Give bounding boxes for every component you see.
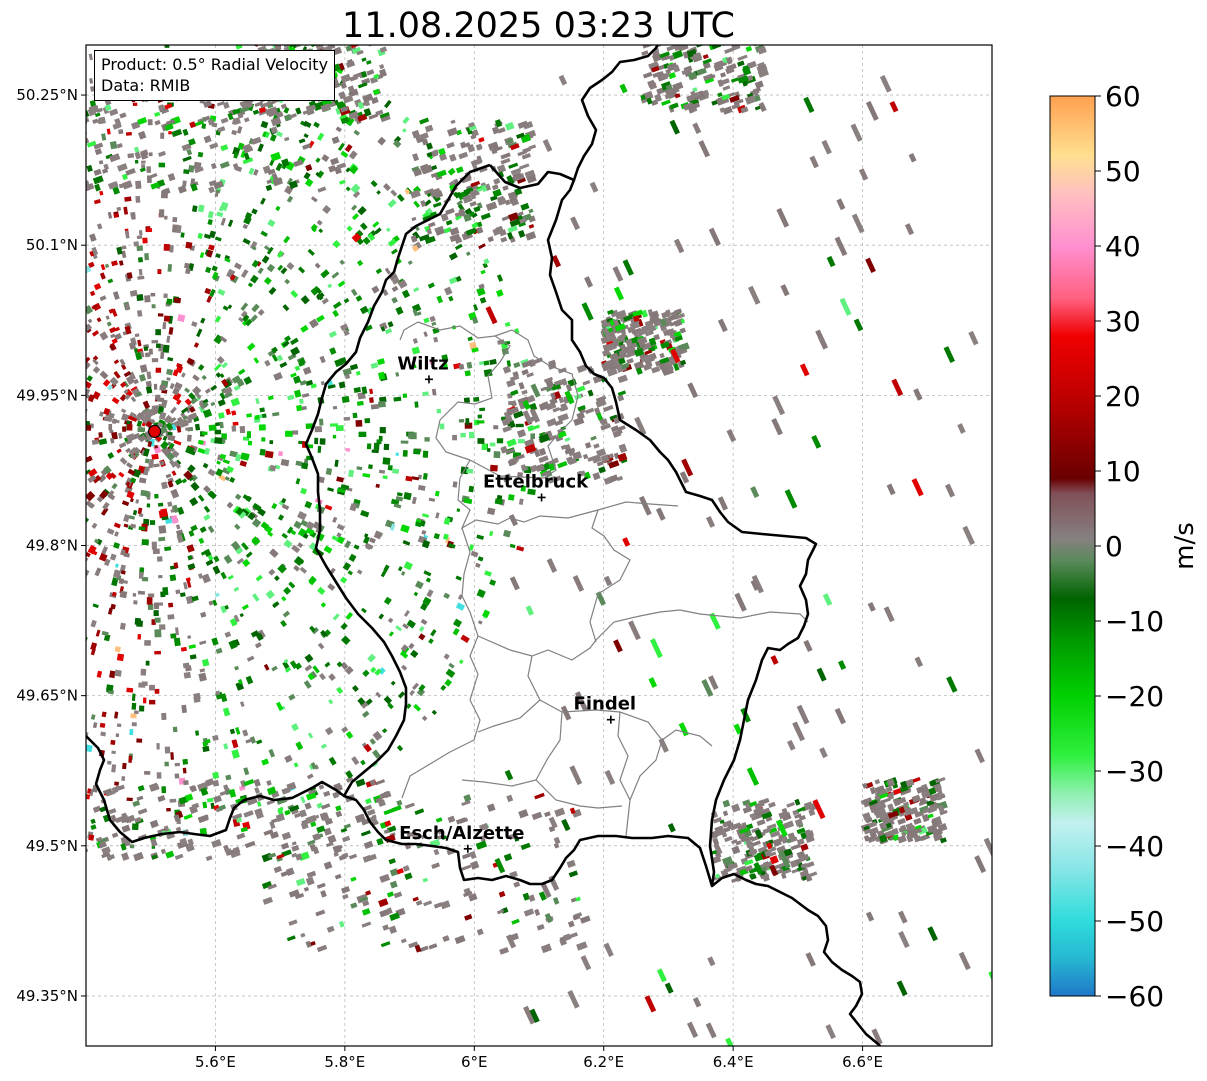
city-marker — [537, 493, 546, 502]
lon-tick-label: 5.6°E — [195, 1053, 236, 1071]
colorbar-tick-label: 40 — [1105, 230, 1141, 263]
map-title: 11.08.2025 03:23 UTC — [342, 6, 735, 46]
product-info-box: Product: 0.5° Radial Velocity Data: RMIB — [94, 50, 336, 101]
city-label: Ettelbruck — [483, 471, 589, 492]
city-label: Findel — [574, 694, 637, 715]
lon-tick-label: 6.2°E — [583, 1053, 624, 1071]
colorbar-tick-label: 0 — [1105, 530, 1123, 563]
canton-borders — [399, 321, 809, 837]
colorbar-tick-label: −20 — [1105, 680, 1164, 713]
radar-site-marker[interactable] — [147, 424, 162, 438]
boundaries — [86, 45, 882, 1046]
lat-tick-label: 49.5°N — [26, 837, 78, 855]
city-marker — [424, 375, 433, 384]
colorbar-tick-label: −40 — [1105, 830, 1164, 863]
colorbar: m/s 60 50 40 30 20 10 0 −10 −20 −30 −40 −50 −60 — [1049, 80, 1200, 1013]
lon-tick-label: 5.8°E — [324, 1053, 365, 1071]
colorbar-tick-label: 30 — [1105, 305, 1141, 338]
grid-lines — [86, 45, 992, 1046]
country-border — [86, 164, 818, 888]
lon-tick-label: 6.4°E — [713, 1053, 754, 1071]
city-marker — [463, 844, 472, 853]
country-border — [304, 163, 491, 797]
lat-tick-label: 49.35°N — [16, 987, 78, 1005]
lon-tick-label: 6°E — [461, 1053, 488, 1071]
colorbar-tick-label: −30 — [1105, 755, 1164, 788]
product-label: Product: 0.5° Radial Velocity — [101, 55, 329, 74]
lat-tick-label: 50.1°N — [26, 236, 78, 254]
colorbar-tick-label: 50 — [1105, 155, 1141, 188]
data-source-label: Data: RMIB — [101, 76, 191, 95]
country-border — [711, 872, 882, 1046]
lat-tick-label: 49.8°N — [26, 537, 78, 555]
colorbar-unit-label: m/s — [1170, 522, 1200, 570]
colorbar-tick-label: −60 — [1105, 980, 1164, 1013]
colorbar-tick-label: 60 — [1105, 80, 1141, 113]
lon-tick-label: 6.6°E — [842, 1053, 883, 1071]
radar-echo-layer — [86, 45, 992, 1046]
colorbar-tick-label: 10 — [1105, 455, 1141, 488]
radar-site[interactable] — [147, 424, 162, 438]
city-label: Wiltz — [397, 353, 448, 374]
lat-tick-label: 50.25°N — [16, 86, 78, 104]
lat-tick-label: 49.65°N — [16, 687, 78, 705]
colorbar-gradient — [1049, 95, 1096, 997]
colorbar-tick-label: −10 — [1105, 605, 1164, 638]
city-marker — [606, 715, 615, 724]
axis-ticks: 50.25°N 50.1°N 49.95°N 49.8°N 49.65°N 49.5°N 4… — [16, 86, 883, 1071]
lat-tick-label: 49.95°N — [16, 386, 78, 404]
city-label: Esch/Alzette — [399, 823, 524, 844]
city-markers: Wiltz Ettelbruck Findel Esch/Alzette — [397, 353, 637, 853]
country-border — [572, 45, 659, 181]
colorbar-tick-label: 20 — [1105, 380, 1141, 413]
colorbar-tick-label: −50 — [1105, 905, 1164, 938]
